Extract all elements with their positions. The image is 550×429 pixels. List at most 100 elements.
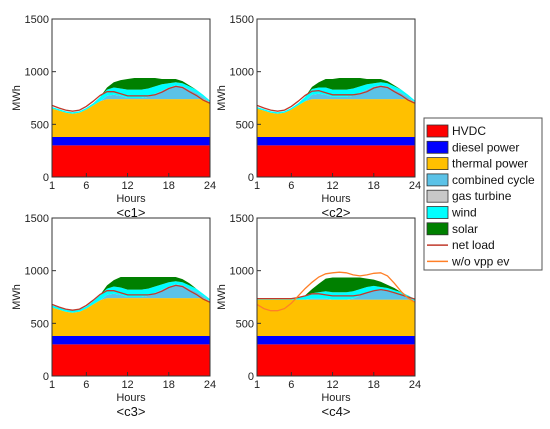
x-tick-label: 6 [83, 180, 89, 192]
area-wind [52, 281, 210, 313]
area-thermal-power [257, 299, 415, 336]
chart-panel-1: 1 6 12 18 24 0 500 1000 1500 Hours MWh <c1> [11, 14, 216, 220]
x-axis-label: Hours [116, 193, 146, 205]
legend-label: thermal power [452, 157, 528, 171]
y-axis-label: MWh [216, 284, 228, 310]
area-wind [52, 82, 210, 114]
area-thermal-power [257, 99, 415, 137]
y-tick-label: 500 [31, 119, 49, 131]
y-axis-label: MWh [11, 85, 23, 111]
legend-item: diesel power [426, 140, 519, 154]
area-HVDC [52, 145, 210, 177]
legend-item: thermal power [426, 157, 528, 171]
legend-item: w/o vpp ev [427, 254, 509, 268]
plot-frame [256, 217, 416, 377]
plot-frame [51, 18, 211, 178]
legend-label: solar [452, 222, 478, 236]
chart-panel-3: 1 6 12 18 24 0 500 1000 1500 Hours MWh <c3> [11, 213, 216, 419]
y-axis-label: MWh [216, 85, 228, 111]
x-tick-label: 12 [121, 379, 133, 391]
area-solar [257, 78, 415, 113]
y-tick-label: 500 [236, 318, 254, 330]
plot-frame [256, 18, 416, 178]
area-combined-cycle [257, 290, 415, 302]
y-tick-label: 500 [236, 119, 254, 131]
x-tick-label: 1 [49, 379, 55, 391]
x-tick-label: 6 [83, 379, 89, 391]
legend-swatch [426, 173, 449, 187]
x-tick-label: 18 [368, 379, 380, 391]
legend-label: HVDC [452, 124, 486, 138]
legend-label: net load [452, 238, 495, 252]
x-tick-label: 24 [204, 379, 216, 391]
x-tick-label: 12 [121, 180, 133, 192]
x-tick-label: 1 [254, 379, 260, 391]
legend-item: net load [427, 238, 495, 252]
legend-item: solar [426, 222, 478, 236]
x-tick-label: 6 [288, 379, 294, 391]
chart-panel-2: 1 6 12 18 24 0 500 1000 1500 Hours MWh <c2> [216, 14, 421, 220]
area-HVDC [257, 344, 415, 376]
x-tick-label: 1 [254, 180, 260, 192]
x-tick-label: 18 [368, 180, 380, 192]
panel-caption: <c3> [117, 404, 146, 419]
legend-swatch [426, 124, 449, 138]
y-axis-label: MWh [11, 284, 23, 310]
legend-label: w/o vpp ev [451, 254, 509, 268]
area-diesel-power [257, 336, 415, 345]
y-tick-label: 1000 [25, 266, 49, 278]
legend-swatch [426, 206, 449, 219]
y-tick-label: 1500 [25, 213, 49, 225]
area-combined-cycle [52, 85, 210, 114]
legend-item: wind [426, 206, 477, 220]
legend-item: gas turbine [426, 189, 512, 203]
area-thermal-power [52, 99, 210, 137]
y-tick-label: 1500 [230, 14, 254, 26]
area-combined-cycle [257, 85, 415, 114]
wo-vpp-ev-line [256, 271, 416, 312]
x-tick-label: 1 [49, 180, 55, 192]
legend-label: diesel power [452, 140, 519, 154]
panel-caption: <c4> [322, 404, 351, 419]
area-wind [257, 82, 415, 114]
y-tick-label: 1000 [25, 67, 49, 79]
y-tick-label: 1000 [230, 266, 254, 278]
x-tick-label: 24 [204, 180, 216, 192]
area-HVDC [52, 344, 210, 376]
x-tick-label: 12 [326, 180, 338, 192]
legend-label: wind [451, 206, 477, 220]
plot-frame [51, 217, 211, 377]
y-tick-label: 500 [31, 318, 49, 330]
panel-caption: <c1> [117, 205, 146, 220]
y-tick-label: 0 [248, 172, 254, 184]
x-axis-label: Hours [116, 392, 146, 404]
panel-caption: <c2> [322, 205, 351, 220]
x-tick-label: 24 [409, 379, 421, 391]
x-axis-label: Hours [321, 392, 351, 404]
y-tick-label: 1500 [25, 14, 49, 26]
legend-label: gas turbine [452, 189, 512, 203]
y-tick-label: 0 [43, 172, 49, 184]
y-tick-label: 0 [248, 371, 254, 383]
x-axis-label: Hours [321, 193, 351, 205]
area-wind [257, 285, 415, 302]
legend-swatch [426, 222, 449, 236]
x-tick-label: 18 [163, 180, 175, 192]
x-tick-label: 12 [326, 379, 338, 391]
area-diesel-power [52, 137, 210, 146]
y-tick-label: 0 [43, 371, 49, 383]
x-tick-label: 18 [163, 379, 175, 391]
legend-item: HVDC [426, 124, 486, 138]
area-solar [257, 277, 415, 300]
y-tick-label: 1000 [230, 67, 254, 79]
area-solar [52, 277, 210, 311]
legend-item: combined cycle [426, 173, 535, 187]
legend: HVDC diesel power thermal power combined cy… [423, 117, 543, 271]
x-tick-label: 24 [409, 180, 421, 192]
net-load-line [257, 288, 416, 300]
area-diesel-power [52, 336, 210, 345]
legend-label: combined cycle [452, 173, 535, 187]
y-tick-label: 1500 [230, 213, 254, 225]
